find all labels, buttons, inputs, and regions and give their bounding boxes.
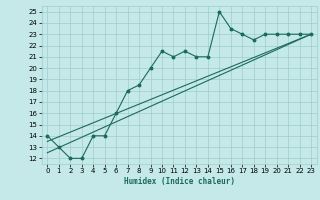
X-axis label: Humidex (Indice chaleur): Humidex (Indice chaleur) (124, 177, 235, 186)
